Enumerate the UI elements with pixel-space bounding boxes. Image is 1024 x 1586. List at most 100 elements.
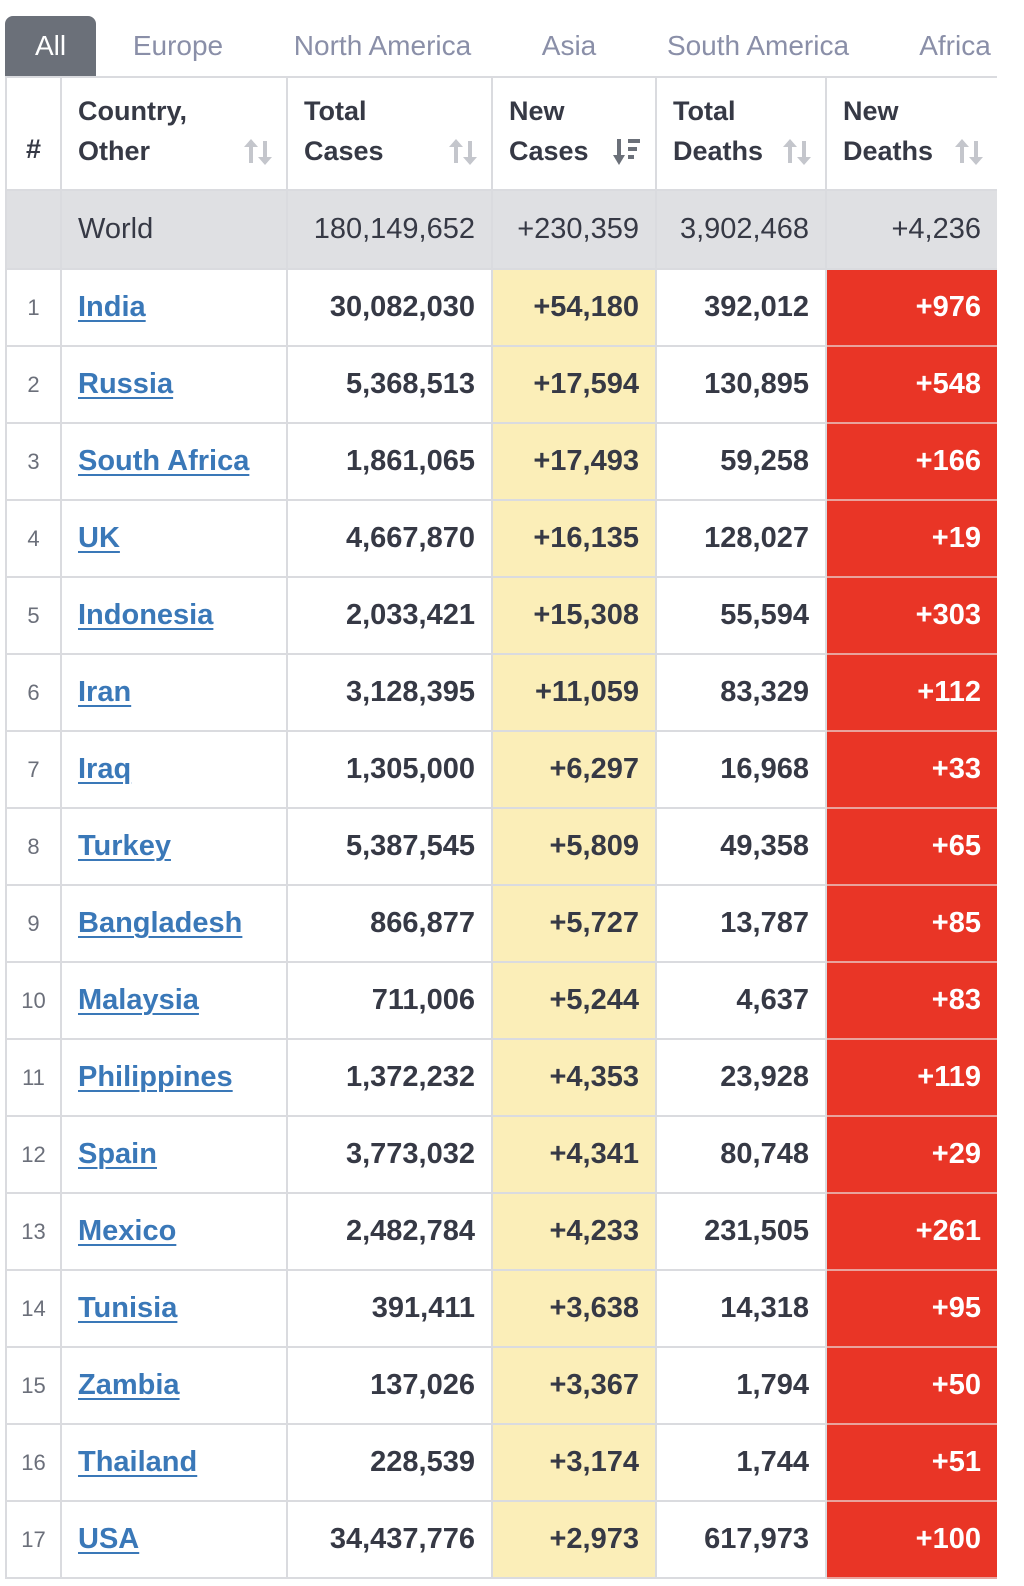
sort-arrows-icon[interactable] [955,137,983,167]
country-link[interactable]: Thailand [78,1446,198,1478]
header-new-deaths-label: New Deaths [843,96,934,166]
table-row: 17 USA 34,437,776 +2,973 617,973 +100 [5,1500,999,1579]
header-country[interactable]: Country, Other [60,76,288,191]
row-rank: 6 [5,653,62,732]
row-rank: 17 [5,1500,62,1579]
row-rank: 4 [5,499,62,578]
row-new-cases: +3,638 [491,1269,657,1348]
row-total-cases: 228,539 [286,1423,493,1502]
table-row: 3 South Africa 1,861,065 +17,493 59,258 +166 [5,422,999,501]
row-country: Spain [60,1115,288,1194]
row-total-cases: 1,861,065 [286,422,493,501]
row-country: Iran [60,653,288,732]
row-total-deaths: 49,358 [655,807,827,886]
row-new-deaths: +29 [825,1115,999,1194]
row-new-deaths: +83 [825,961,999,1040]
world-total-deaths: 3,902,468 [655,189,827,270]
tab-all[interactable]: All [5,16,96,76]
country-link[interactable]: Turkey [78,830,171,862]
tab-africa[interactable]: Africa [919,30,991,61]
row-new-deaths: +112 [825,653,999,732]
row-total-cases: 711,006 [286,961,493,1040]
sort-desc-icon[interactable] [613,137,641,167]
header-total-deaths[interactable]: Total Deaths [655,76,827,191]
header-rank-label: # [25,134,42,164]
country-link[interactable]: Iran [78,676,132,708]
country-link[interactable]: Mexico [78,1215,177,1247]
country-link[interactable]: Russia [78,368,174,400]
row-total-deaths: 231,505 [655,1192,827,1271]
sort-arrows-icon[interactable] [449,137,477,167]
row-country: Turkey [60,807,288,886]
table-row: 16 Thailand 228,539 +3,174 1,744 +51 [5,1423,999,1502]
row-total-cases: 3,128,395 [286,653,493,732]
header-new-cases-label: New Cases [509,96,589,166]
table-row: 14 Tunisia 391,411 +3,638 14,318 +95 [5,1269,999,1348]
row-rank: 8 [5,807,62,886]
country-link[interactable]: Spain [78,1138,157,1170]
row-country: India [60,268,288,347]
row-new-deaths: +976 [825,268,999,347]
row-new-cases: +5,244 [491,961,657,1040]
row-rank: 1 [5,268,62,347]
country-link[interactable]: Tunisia [78,1292,178,1324]
row-new-deaths: +100 [825,1500,999,1579]
sort-arrows-icon[interactable] [783,137,811,167]
row-new-cases: +5,727 [491,884,657,963]
world-row: World 180,149,652 +230,359 3,902,468 +4,… [5,189,999,270]
country-link[interactable]: Malaysia [78,984,199,1016]
row-total-cases: 2,033,421 [286,576,493,655]
row-new-deaths: +51 [825,1423,999,1502]
row-new-cases: +4,353 [491,1038,657,1117]
country-link[interactable]: Philippines [78,1061,233,1093]
tab-south-america[interactable]: South America [666,30,850,61]
row-rank: 16 [5,1423,62,1502]
country-link[interactable]: South Africa [78,445,250,477]
country-link[interactable]: Iraq [78,753,132,785]
country-link[interactable]: Indonesia [78,599,214,631]
country-link[interactable]: Zambia [78,1369,180,1401]
row-rank: 7 [5,730,62,809]
row-total-deaths: 617,973 [655,1500,827,1579]
row-country: Philippines [60,1038,288,1117]
header-total-cases[interactable]: Total Cases [286,76,493,191]
row-total-deaths: 23,928 [655,1038,827,1117]
row-new-cases: +5,809 [491,807,657,886]
table-row: 13 Mexico 2,482,784 +4,233 231,505 +261 [5,1192,999,1271]
row-rank: 13 [5,1192,62,1271]
header-new-cases[interactable]: New Cases [491,76,657,191]
row-new-cases: +3,174 [491,1423,657,1502]
world-new-deaths: +4,236 [825,189,999,270]
row-country: Mexico [60,1192,288,1271]
row-new-deaths: +65 [825,807,999,886]
row-new-deaths: +548 [825,345,999,424]
row-rank: 10 [5,961,62,1040]
header-new-deaths[interactable]: New Deaths [825,76,999,191]
tab-north-america[interactable]: North America [293,30,472,61]
world-new-cases: +230,359 [491,189,657,270]
tab-europe[interactable]: Europe [132,30,224,61]
table-row: 10 Malaysia 711,006 +5,244 4,637 +83 [5,961,999,1040]
row-new-cases: +17,493 [491,422,657,501]
table-row: 6 Iran 3,128,395 +11,059 83,329 +112 [5,653,999,732]
row-rank: 2 [5,345,62,424]
row-total-deaths: 4,637 [655,961,827,1040]
table-row: 15 Zambia 137,026 +3,367 1,794 +50 [5,1346,999,1425]
region-tabs: All Europe North America Asia South Amer… [0,0,1024,76]
header-rank[interactable]: # [5,76,62,191]
row-total-deaths: 55,594 [655,576,827,655]
row-total-deaths: 83,329 [655,653,827,732]
tab-asia[interactable]: Asia [541,30,597,61]
country-link[interactable]: Bangladesh [78,907,243,939]
world-country: World [60,189,288,270]
row-new-cases: +54,180 [491,268,657,347]
country-link[interactable]: India [78,291,146,323]
row-rank: 11 [5,1038,62,1117]
world-rank [5,189,62,270]
country-link[interactable]: UK [78,522,120,554]
country-link[interactable]: USA [78,1523,140,1555]
row-total-cases: 1,372,232 [286,1038,493,1117]
row-new-cases: +15,308 [491,576,657,655]
table-row: 12 Spain 3,773,032 +4,341 80,748 +29 [5,1115,999,1194]
sort-arrows-icon[interactable] [244,137,272,167]
